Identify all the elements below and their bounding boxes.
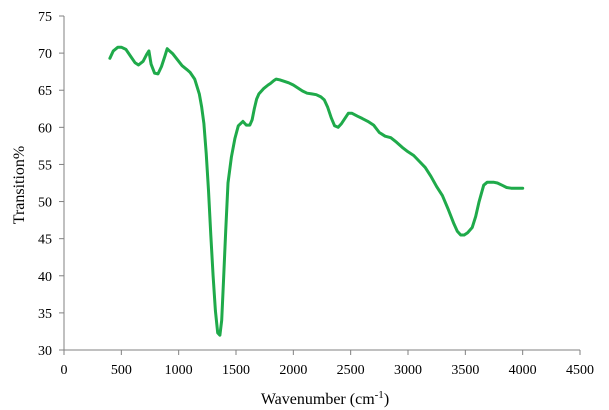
x-tick-label: 4500 bbox=[566, 363, 594, 378]
y-tick-label: 65 bbox=[38, 84, 52, 99]
x-tick-label: 2500 bbox=[337, 363, 365, 378]
y-tick-label: 30 bbox=[38, 344, 52, 359]
x-tick-label: 1000 bbox=[165, 363, 193, 378]
y-tick-label: 60 bbox=[38, 121, 52, 136]
y-axis-ticks: 30 35 40 45 50 55 60 65 70 75 bbox=[38, 10, 64, 359]
y-tick-label: 55 bbox=[38, 158, 52, 173]
x-tick-label: 1500 bbox=[222, 363, 250, 378]
y-axis-title: Transition% bbox=[11, 146, 28, 225]
x-axis-title-main: Wavenumber (cm bbox=[261, 391, 375, 408]
x-axis-ticks: 0 500 1000 1500 2000 2500 3000 3500 4000 4500 bbox=[61, 350, 594, 378]
x-tick-label: 4000 bbox=[509, 363, 537, 378]
x-axis-title-superscript: -1 bbox=[375, 389, 384, 401]
series-layer bbox=[108, 45, 525, 337]
series-line-1 bbox=[108, 45, 525, 337]
x-tick-label: 3500 bbox=[451, 363, 479, 378]
x-tick-label: 3000 bbox=[394, 363, 422, 378]
y-tick-label: 45 bbox=[38, 233, 52, 248]
y-tick-label: 50 bbox=[38, 196, 52, 211]
x-axis-title-close: ) bbox=[384, 391, 389, 408]
y-tick-label: 40 bbox=[38, 270, 52, 285]
axes bbox=[63, 16, 580, 351]
x-tick-label: 2000 bbox=[279, 363, 307, 378]
x-tick-label: 0 bbox=[61, 363, 68, 378]
x-tick-label: 500 bbox=[111, 363, 132, 378]
y-tick-label: 70 bbox=[38, 47, 52, 62]
y-tick-label: 75 bbox=[38, 10, 52, 25]
y-tick-label: 35 bbox=[38, 307, 52, 322]
x-axis-title: Wavenumber (cm-1) bbox=[261, 389, 389, 408]
